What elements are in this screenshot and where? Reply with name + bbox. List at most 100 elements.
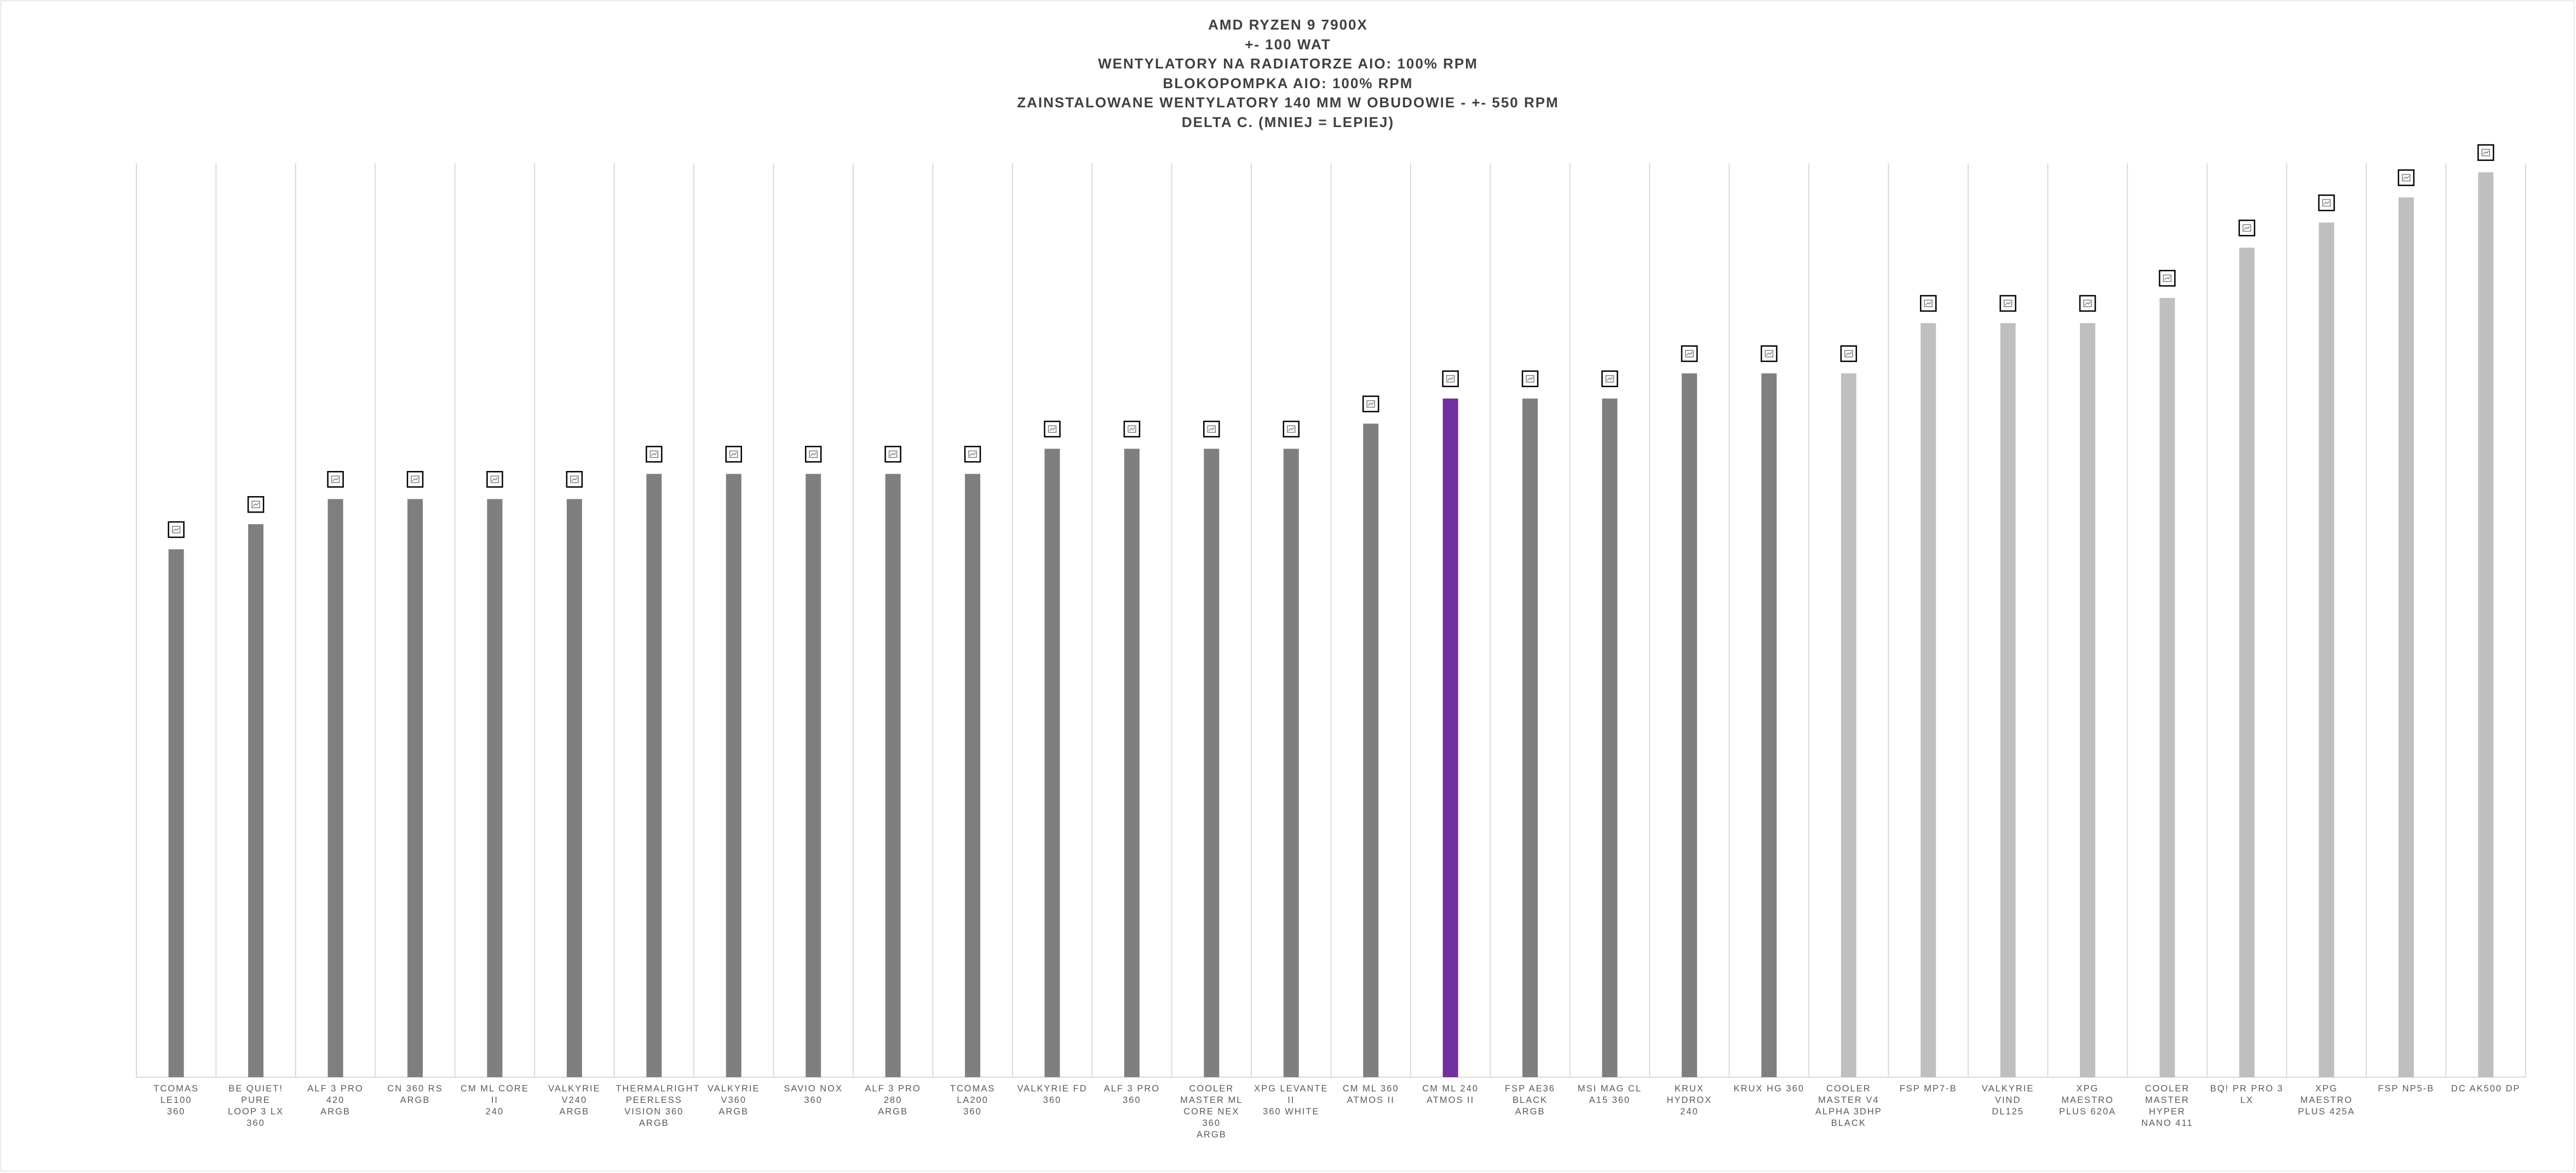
- bar: [646, 474, 662, 1077]
- category-label: FSP AE36 BLACK ARGB: [1505, 1084, 1555, 1117]
- gridlines: [136, 163, 2526, 1078]
- data-label-icon: [566, 471, 583, 488]
- data-label-icon: [247, 496, 264, 513]
- category-label: COOLER MASTER V4 ALPHA 3DHP BLACK: [1815, 1084, 1882, 1128]
- category-label: ALF 3 PRO 420 ARGB: [307, 1084, 364, 1117]
- category-label: CM ML 240 ATMOS II: [1422, 1084, 1479, 1105]
- data-label-icon: [1681, 345, 1698, 363]
- data-label-icon: [725, 446, 742, 463]
- data-label-icon: [1840, 345, 1858, 363]
- chart-title-line: +- 100 WAT: [1245, 36, 1331, 53]
- data-label-icon: [2397, 169, 2415, 186]
- bar: [566, 499, 582, 1077]
- bar: [1442, 398, 1458, 1078]
- data-label-icon: [168, 521, 185, 538]
- data-label-icon: [2318, 194, 2335, 211]
- category-label: BQ! PR PRO 3 LX: [2210, 1084, 2284, 1105]
- category-label: VALKYRIE V360 ARGB: [708, 1084, 760, 1117]
- category-label: VALKYRIE FD 360: [1017, 1084, 1088, 1105]
- category-label: TCOMAS LE100 360: [153, 1084, 199, 1117]
- chart-title-line: DELTA C. (MNIEJ = LEPIEJ): [1181, 113, 1395, 130]
- data-label-icon: [2238, 220, 2256, 237]
- chart-title-line: BLOKOPOMPKA AIO: 100% RPM: [1163, 74, 1413, 91]
- data-label-icon: [1362, 395, 1379, 412]
- bar: [1283, 449, 1299, 1077]
- data-label-icon: [406, 471, 424, 488]
- category-label: XPG MAESTRO PLUS 425A: [2298, 1084, 2355, 1117]
- bar: [1921, 323, 1936, 1077]
- category-label: TCOMAS LA200 360: [950, 1084, 996, 1117]
- data-label-icon: [1442, 370, 1459, 387]
- bar: [1363, 423, 1379, 1077]
- category-label: SAVIO NOX 360: [784, 1084, 843, 1105]
- chart-title-line: ZAINSTALOWANE WENTYLATORY 140 MM W OBUDO…: [1017, 94, 1559, 111]
- bar: [806, 474, 821, 1077]
- bar: [1124, 449, 1140, 1077]
- category-label: ALF 3 PRO 360: [1103, 1084, 1160, 1105]
- category-label: XPG MAESTRO PLUS 620A: [2058, 1084, 2117, 1117]
- bar: [1044, 449, 1060, 1077]
- data-labels: [168, 144, 2494, 538]
- bar: [1841, 373, 1856, 1077]
- bar: [1681, 373, 1697, 1077]
- category-label: KRUX HG 360: [1733, 1084, 1805, 1094]
- data-label-icon: [1920, 295, 1937, 312]
- data-label-icon: [2159, 269, 2176, 287]
- category-label: BE QUIET! PURE LOOP 3 LX 360: [228, 1084, 284, 1128]
- bar: [1602, 398, 1618, 1078]
- chart-title-line: AMD RYZEN 9 7900X: [1208, 16, 1368, 33]
- category-label: MSI MAG CL A15 360: [1577, 1084, 1642, 1105]
- bar: [965, 474, 981, 1077]
- bar: [1204, 449, 1220, 1077]
- data-label-icon: [884, 446, 901, 463]
- data-label-icon: [1521, 370, 1539, 387]
- category-label: CN 360 RS ARGB: [387, 1084, 443, 1105]
- chart-title: AMD RYZEN 9 7900X +- 100 WAT WENTYLATORY…: [0, 15, 2576, 132]
- data-label-icon: [1761, 345, 1778, 363]
- category-label: COOLER MASTER ML CORE NEX 360 ARGB: [1180, 1084, 1243, 1140]
- bar: [2398, 197, 2414, 1077]
- data-label-icon: [964, 446, 981, 463]
- category-label: KRUX HYDROX 240: [1666, 1084, 1712, 1117]
- category-label: XPG LEVANTE II 360 WHITE: [1254, 1084, 1329, 1117]
- bar: [407, 499, 423, 1077]
- bar: [2000, 323, 2016, 1077]
- bar: [2478, 172, 2494, 1078]
- category-label: CM ML 360 ATMOS II: [1342, 1084, 1399, 1105]
- category-label: COOLER MASTER HYPER NANO 411: [2141, 1084, 2193, 1128]
- bar: [2239, 248, 2255, 1077]
- category-label: VALKYRIE V240 ARGB: [548, 1084, 601, 1117]
- data-label-icon: [1044, 421, 1061, 438]
- bar: [1761, 373, 1777, 1077]
- category-label: ALF 3 PRO 280 ARGB: [865, 1084, 921, 1117]
- bar: [248, 524, 264, 1077]
- bar: [2159, 298, 2175, 1077]
- data-label-icon: [1601, 370, 1618, 387]
- data-label-icon: [2477, 144, 2494, 161]
- category-label: FSP NP5-B: [2378, 1084, 2435, 1094]
- data-label-icon: [646, 446, 663, 463]
- category-label: VALKYRIE VIND DL125: [1981, 1084, 2034, 1117]
- data-label-icon: [804, 446, 822, 463]
- bar: [2319, 222, 2334, 1077]
- bar: [885, 474, 901, 1077]
- bar: [487, 499, 503, 1077]
- data-label-icon: [1203, 421, 1220, 438]
- category-label: THERMALRIGHT PEERLESS VISION 360 ARGB: [616, 1084, 700, 1128]
- data-label-icon: [1123, 421, 1141, 438]
- bars: [168, 172, 2494, 1078]
- data-label-icon: [327, 471, 344, 488]
- data-label-icon: [2079, 295, 2096, 312]
- bar: [726, 474, 741, 1077]
- bar: [2080, 323, 2096, 1077]
- category-label: FSP MP7-B: [1899, 1084, 1957, 1094]
- category-label: CM ML CORE II 240: [461, 1084, 529, 1117]
- bar: [327, 499, 343, 1077]
- chart-title-line: WENTYLATORY NA RADIATORZE AIO: 100% RPM: [1098, 55, 1478, 72]
- category-label: DC AK500 DP: [2451, 1084, 2521, 1094]
- data-label-icon: [1283, 421, 1300, 438]
- data-label-icon: [1999, 295, 2016, 312]
- bar: [168, 549, 184, 1077]
